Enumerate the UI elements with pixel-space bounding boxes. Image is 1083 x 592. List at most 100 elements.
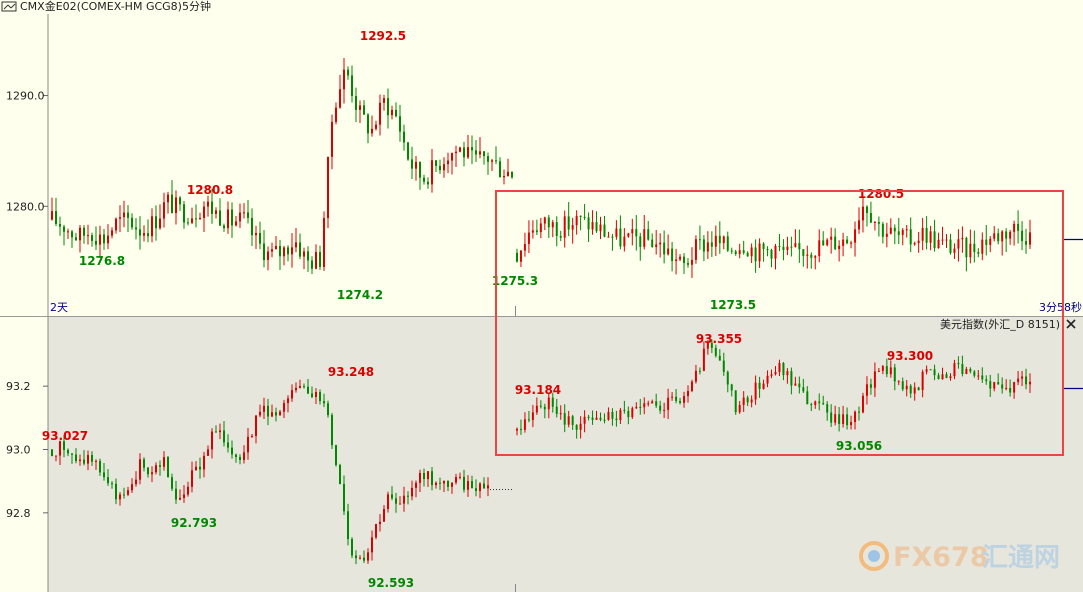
candle: [778, 233, 781, 252]
candle: [223, 421, 225, 447]
candle: [873, 221, 876, 231]
candle: [842, 405, 845, 428]
candle: [191, 461, 193, 493]
candle: [283, 245, 285, 266]
candle: [651, 233, 654, 248]
candle: [431, 149, 433, 193]
candle: [579, 215, 582, 231]
candle: [854, 410, 857, 430]
candle: [303, 247, 305, 270]
candle: [559, 230, 562, 242]
candle: [985, 225, 988, 256]
close-icon[interactable]: [1066, 319, 1076, 329]
candle: [539, 217, 542, 239]
candle: [371, 115, 373, 137]
candle: [881, 221, 884, 244]
candle: [227, 434, 229, 453]
candle: [447, 480, 449, 492]
candle: [671, 392, 674, 401]
candle: [115, 478, 117, 505]
candle: [299, 379, 301, 389]
candle: [985, 375, 988, 385]
candle: [543, 403, 546, 419]
candle: [103, 463, 105, 481]
candle: [1021, 221, 1024, 251]
chart-window-icon[interactable]: [1, 1, 17, 12]
candle: [399, 104, 401, 142]
candle: [239, 454, 241, 465]
candle: [897, 380, 900, 386]
candle: [215, 207, 217, 219]
candle: [539, 400, 542, 409]
candle: [599, 216, 602, 240]
candle: [367, 548, 369, 564]
candle: [343, 57, 345, 104]
candle: [973, 369, 976, 378]
candle: [327, 400, 329, 418]
candle: [439, 477, 441, 490]
candle: [339, 463, 341, 485]
price-annotation-low: 93.056: [836, 439, 882, 453]
candle: [415, 156, 417, 181]
candle: [223, 223, 225, 232]
candle: [865, 376, 868, 405]
candle: [483, 477, 485, 489]
candle: [627, 232, 630, 238]
candle: [411, 146, 413, 179]
candle: [599, 412, 602, 422]
candle: [897, 217, 900, 245]
price-annotation-high: 93.184: [515, 383, 561, 397]
candle: [503, 169, 505, 185]
candle: [387, 88, 389, 129]
candle: [694, 235, 697, 264]
candle: [307, 378, 309, 395]
candle: [479, 137, 481, 159]
candle: [635, 215, 638, 251]
gold-candles: [51, 57, 1032, 278]
candle: [702, 341, 705, 372]
candle: [207, 445, 209, 457]
candle: [331, 412, 333, 449]
candle: [969, 229, 972, 264]
candle: [131, 478, 133, 493]
candle: [255, 225, 257, 249]
candle: [87, 450, 89, 471]
candle: [395, 102, 397, 118]
candle: [535, 219, 538, 236]
candle: [639, 232, 642, 261]
candle: [643, 214, 646, 250]
candle: [746, 251, 749, 257]
candle: [834, 228, 837, 251]
candle: [51, 197, 53, 221]
candle: [603, 215, 606, 238]
candle: [347, 66, 349, 80]
price-annotation-high: 93.027: [42, 429, 88, 443]
candle: [147, 466, 149, 478]
candle: [631, 406, 634, 420]
candle: [997, 228, 1000, 245]
candle: [1025, 368, 1028, 390]
candle: [391, 486, 393, 501]
candle: [814, 400, 817, 409]
candle: [683, 391, 686, 408]
candle: [271, 404, 273, 418]
candle: [339, 74, 341, 109]
candle: [834, 405, 837, 426]
candle: [706, 231, 709, 259]
candle: [993, 381, 996, 392]
candle: [475, 479, 477, 497]
candle: [667, 234, 670, 256]
candle: [219, 198, 221, 227]
price-annotation-high: 93.355: [696, 332, 742, 346]
candle: [171, 473, 173, 492]
candle: [227, 201, 229, 234]
candle: [559, 405, 562, 420]
candle: [1009, 379, 1012, 397]
candle: [869, 378, 872, 395]
candle: [893, 363, 896, 391]
candle: [619, 215, 622, 250]
candle: [259, 404, 261, 418]
candle: [215, 425, 217, 433]
candle: [623, 228, 626, 252]
